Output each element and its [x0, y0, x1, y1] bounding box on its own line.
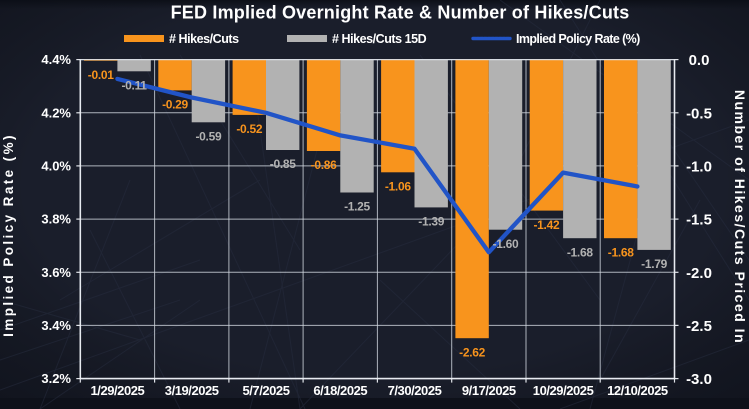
- svg-text:-1.60: -1.60: [493, 237, 519, 251]
- svg-text:# Hikes/Cuts 15D: # Hikes/Cuts 15D: [332, 32, 427, 46]
- svg-text:Implied Policy Rate (%): Implied Policy Rate (%): [516, 32, 640, 46]
- svg-text:-2.5: -2.5: [686, 318, 712, 335]
- svg-text:10/29/2025: 10/29/2025: [533, 383, 594, 398]
- svg-text:-1.68: -1.68: [608, 245, 634, 259]
- svg-text:-0.52: -0.52: [236, 122, 262, 136]
- svg-text:-2.62: -2.62: [459, 345, 485, 359]
- svg-text:Implied Policy Rate (%): Implied Policy Rate (%): [1, 133, 16, 337]
- svg-text:-1.06: -1.06: [385, 180, 411, 194]
- svg-text:-1.42: -1.42: [533, 218, 559, 232]
- svg-text:-2.0: -2.0: [686, 265, 712, 282]
- svg-text:-0.86: -0.86: [311, 158, 337, 172]
- svg-text:-1.5: -1.5: [686, 212, 712, 229]
- svg-text:5/7/2025: 5/7/2025: [242, 383, 289, 398]
- svg-text:# Hikes/Cuts: # Hikes/Cuts: [169, 32, 239, 46]
- svg-text:1/29/2025: 1/29/2025: [91, 383, 145, 398]
- svg-text:Number of Hikes/Cuts Priced In: Number of Hikes/Cuts Priced In: [732, 90, 748, 344]
- svg-text:7/30/2025: 7/30/2025: [388, 383, 442, 398]
- svg-text:4.2%: 4.2%: [41, 105, 71, 120]
- svg-text:3.2%: 3.2%: [41, 371, 71, 386]
- svg-text:3/19/2025: 3/19/2025: [165, 383, 219, 398]
- svg-text:-0.59: -0.59: [195, 130, 221, 144]
- svg-text:3.6%: 3.6%: [41, 265, 71, 280]
- svg-text:-0.29: -0.29: [162, 98, 188, 112]
- svg-text:9/17/2025: 9/17/2025: [462, 383, 516, 398]
- svg-text:12/10/2025: 12/10/2025: [607, 383, 668, 398]
- svg-text:3.4%: 3.4%: [41, 318, 71, 333]
- svg-text:-3.0: -3.0: [686, 371, 712, 388]
- svg-text:-1.39: -1.39: [418, 215, 444, 229]
- svg-text:-1.25: -1.25: [344, 200, 370, 214]
- svg-text:-1.68: -1.68: [567, 245, 593, 259]
- svg-text:0.0: 0.0: [689, 52, 710, 69]
- svg-text:-1.0: -1.0: [686, 158, 712, 175]
- svg-text:-0.85: -0.85: [270, 157, 296, 171]
- svg-text:-0.01: -0.01: [88, 68, 114, 82]
- svg-text:4.0%: 4.0%: [41, 158, 71, 173]
- svg-text:-1.79: -1.79: [641, 257, 667, 271]
- svg-text:-0.5: -0.5: [686, 105, 712, 122]
- svg-text:3.8%: 3.8%: [41, 212, 71, 227]
- svg-text:6/18/2025: 6/18/2025: [313, 383, 367, 398]
- svg-text:4.4%: 4.4%: [41, 52, 71, 67]
- svg-text:FED Implied Overnight Rate & N: FED Implied Overnight Rate & Number of H…: [171, 3, 630, 23]
- svg-text:-0.11: -0.11: [121, 79, 147, 93]
